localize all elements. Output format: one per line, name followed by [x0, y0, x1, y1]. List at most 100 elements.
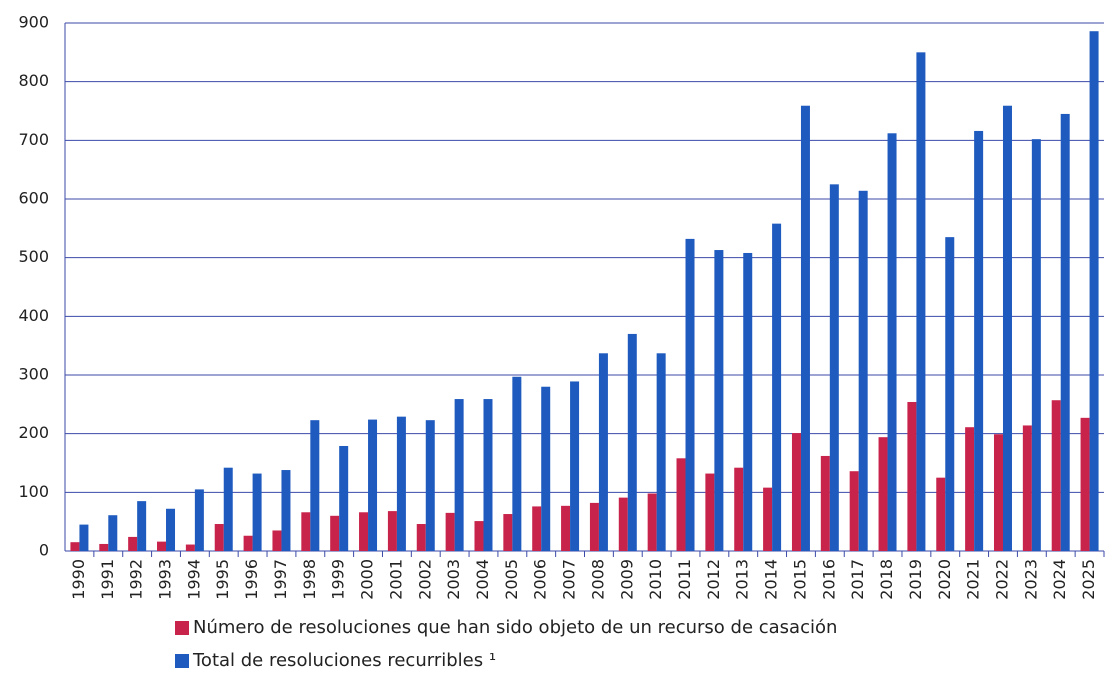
- bar: [1022, 425, 1032, 551]
- bar: [829, 184, 839, 552]
- bar: [589, 502, 599, 551]
- x-tick-label: 2023: [1021, 559, 1040, 600]
- y-tick-label: 500: [18, 247, 49, 266]
- x-tick-label: 2019: [906, 559, 925, 600]
- bar: [301, 512, 311, 551]
- y-tick-label: 600: [18, 189, 49, 208]
- bar: [243, 535, 253, 551]
- bar: [965, 427, 975, 551]
- bar: [512, 376, 522, 551]
- bar: [791, 433, 801, 551]
- bar: [887, 133, 897, 551]
- x-tick-label: 1995: [213, 559, 232, 600]
- bar: [368, 419, 378, 551]
- bar: [656, 353, 666, 551]
- bar: [339, 445, 349, 551]
- bar: [503, 514, 513, 551]
- x-tick-label: 2012: [704, 559, 723, 600]
- y-tick-label: 200: [18, 423, 49, 442]
- bar: [99, 543, 109, 551]
- x-tick-label: 2009: [617, 559, 636, 600]
- bar: [858, 190, 868, 551]
- bar: [676, 458, 686, 551]
- x-tick-label: 2013: [733, 559, 752, 600]
- y-tick-label: 700: [18, 130, 49, 149]
- bar: [993, 434, 1003, 551]
- x-tick-label: 1998: [300, 559, 319, 600]
- bar: [647, 493, 657, 551]
- bar: [1031, 139, 1041, 551]
- bar: [685, 238, 695, 552]
- bar: [820, 455, 830, 551]
- bar: [1060, 113, 1070, 551]
- bar: [416, 524, 426, 551]
- bar: [387, 511, 397, 551]
- bar: [945, 237, 955, 551]
- x-tick-label: 2001: [386, 559, 405, 600]
- legend-swatch: [175, 654, 189, 668]
- y-tick-label: 400: [18, 306, 49, 325]
- bar: [223, 467, 233, 551]
- bar: [137, 501, 147, 551]
- bar: [878, 437, 888, 551]
- x-tick-label: 2007: [560, 559, 579, 600]
- y-tick-label: 300: [18, 365, 49, 384]
- y-tick-label: 800: [18, 71, 49, 90]
- bar: [214, 524, 224, 551]
- bar: [454, 399, 464, 551]
- bar: [1080, 417, 1090, 551]
- x-tick-label: 2008: [588, 559, 607, 600]
- x-tick-label: 2014: [762, 559, 781, 600]
- x-tick-label: 1992: [127, 559, 146, 600]
- bar: [1089, 31, 1099, 552]
- x-tick-label: 2016: [819, 559, 838, 600]
- bar: [157, 541, 167, 551]
- bar: [598, 353, 608, 551]
- bar: [445, 512, 455, 551]
- bar: [714, 250, 724, 552]
- bar: [627, 333, 637, 551]
- x-tick-label: 2024: [1050, 559, 1069, 600]
- bar: [763, 487, 773, 551]
- bar: [310, 420, 320, 551]
- x-tick-label: 1991: [98, 559, 117, 600]
- bar: [743, 252, 753, 551]
- bar: [974, 130, 984, 552]
- legend-text: Número de resoluciones que han sido obje…: [193, 617, 837, 638]
- bar: [561, 505, 571, 551]
- bar: [396, 416, 406, 551]
- bar: [281, 470, 291, 551]
- legend-text: Total de resoluciones recurribles ¹: [192, 650, 496, 671]
- bar: [532, 506, 542, 551]
- bar: [916, 52, 926, 551]
- x-tick-label: 1993: [156, 559, 175, 600]
- bar: [474, 521, 484, 551]
- bar: [1051, 400, 1061, 551]
- bar: [79, 524, 89, 551]
- bar: [425, 420, 435, 551]
- y-tick-label: 100: [18, 482, 49, 501]
- bar: [108, 515, 118, 551]
- x-tick-label: 1990: [69, 559, 88, 600]
- bar: [483, 399, 493, 551]
- x-tick-label: 2020: [935, 559, 954, 600]
- bar: [705, 473, 715, 551]
- bar: [734, 467, 744, 551]
- bar: [330, 515, 340, 551]
- bar: [618, 497, 628, 551]
- x-tick-label: 1997: [271, 559, 290, 600]
- x-tick-label: 1996: [242, 559, 261, 600]
- x-tick-label: 2010: [646, 559, 665, 600]
- bar: [252, 473, 262, 551]
- x-tick-label: 2018: [877, 559, 896, 600]
- bar: [772, 223, 782, 551]
- bar: [272, 530, 282, 551]
- bar: [570, 381, 580, 551]
- bar: [849, 471, 859, 551]
- x-tick-label: 1994: [184, 559, 203, 600]
- bar: [359, 512, 369, 551]
- bar: [70, 542, 80, 551]
- x-tick-label: 2015: [790, 559, 809, 600]
- bar: [907, 401, 917, 551]
